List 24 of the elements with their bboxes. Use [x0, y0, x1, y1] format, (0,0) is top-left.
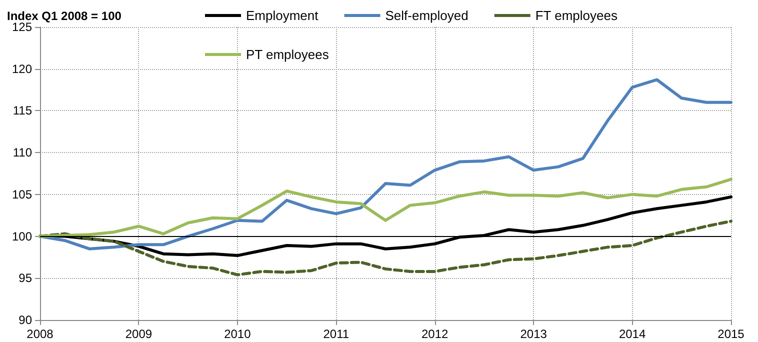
y-tick-label: 115 [12, 104, 32, 118]
y-tick-label: 105 [12, 187, 32, 202]
y-tick-label: 95 [18, 271, 32, 286]
x-tick-label: 2009 [125, 327, 152, 341]
legend-label: FT employees [535, 8, 618, 23]
legend-label: PT employees [246, 47, 330, 62]
legend-label: Employment [246, 8, 319, 23]
line-series [38, 220, 732, 276]
x-tick-label: 2014 [618, 327, 646, 341]
y-tick-label: 120 [12, 62, 32, 76]
x-tick-label: 2015 [718, 327, 745, 341]
y-tick-label: 90 [18, 313, 32, 327]
x-tick-label: 2012 [422, 327, 449, 341]
legend-label: Self-employed [385, 8, 468, 23]
x-tick-label: 2010 [224, 327, 252, 341]
y-tick-label: 110 [12, 146, 32, 160]
line-series [38, 178, 732, 238]
chart-title: Index Q1 2008 = 100 [7, 9, 122, 23]
x-tick-label: 2008 [26, 327, 54, 341]
line-series [38, 78, 732, 250]
x-tick-label: 2011 [323, 327, 350, 341]
y-tick-label: 100 [12, 229, 32, 244]
y-tick-label: 125 [12, 20, 32, 34]
x-tick-label: 2013 [520, 327, 548, 341]
